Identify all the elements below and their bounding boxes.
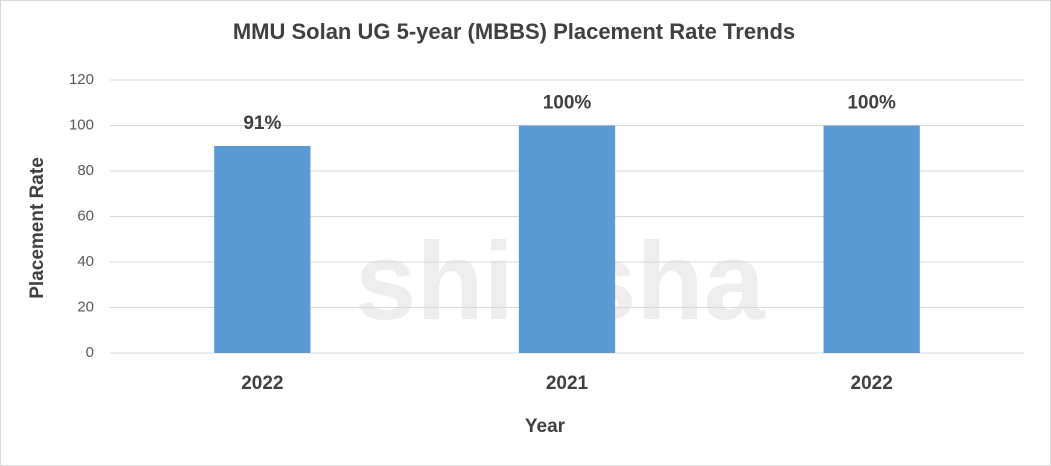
bar	[823, 125, 920, 353]
x-tick-label: 2022	[851, 373, 893, 394]
x-tick-label: 2022	[241, 373, 283, 394]
bar	[214, 145, 311, 353]
y-tick-label: 0	[86, 344, 94, 361]
value-label: 91%	[243, 113, 281, 134]
y-tick-label: 40	[77, 253, 94, 270]
y-axis-label: Placement Rate	[27, 157, 48, 299]
y-tick-label: 80	[77, 162, 94, 179]
value-label: 100%	[543, 93, 592, 114]
y-tick-label: 120	[69, 71, 94, 88]
x-tick-label: 2021	[546, 373, 589, 394]
y-tick-label: 100	[69, 116, 94, 133]
chart-title: MMU Solan UG 5-year (MBBS) Placement Rat…	[233, 19, 795, 44]
value-label: 100%	[847, 93, 896, 114]
x-axis-label: Year	[525, 416, 566, 437]
y-tick-label: 60	[77, 207, 94, 224]
y-tick-label: 20	[77, 298, 94, 315]
bar	[518, 125, 616, 353]
